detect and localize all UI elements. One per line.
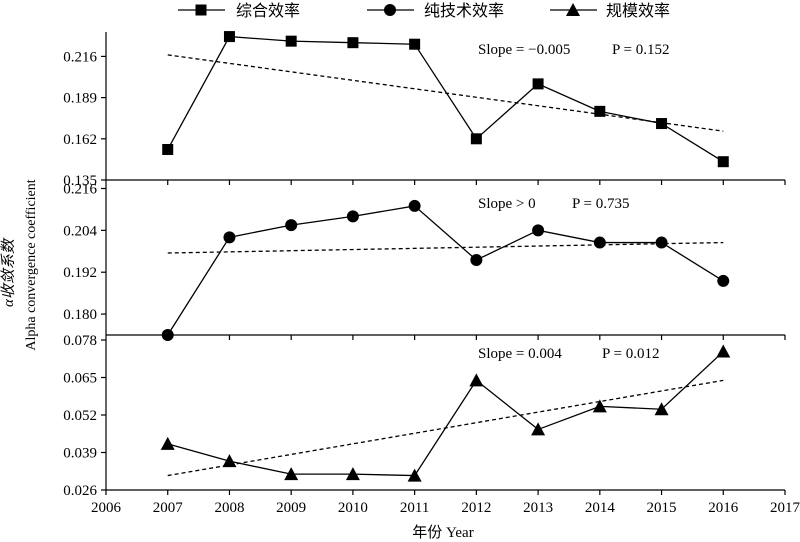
y-tick-label: 0.039 <box>63 446 97 462</box>
y-tick-label: 0.189 <box>63 91 97 107</box>
data-point <box>717 274 730 287</box>
x-tick-label: 2013 <box>523 500 553 516</box>
trend-line <box>167 241 724 254</box>
data-point <box>592 399 607 413</box>
data-point <box>345 467 360 481</box>
x-tick-label: 2011 <box>400 500 429 516</box>
data-point <box>470 133 482 145</box>
x-axis-title: 年份 Year <box>412 524 473 541</box>
y-axis-title-cn: α收敛系数 <box>0 237 17 307</box>
data-point <box>285 35 297 47</box>
circle-marker-icon <box>384 4 396 16</box>
y-tick-label: 0.078 <box>63 333 97 349</box>
data-point <box>656 118 668 130</box>
legend-label: 纯技术效率 <box>424 2 504 20</box>
x-tick-label: 2007 <box>153 500 184 516</box>
p-value-annotation: P = 0.735 <box>572 196 630 212</box>
legend-label: 规模效率 <box>606 2 670 20</box>
y-tick-label: 0.135 <box>63 173 97 189</box>
data-point <box>222 454 237 468</box>
series-line <box>167 351 724 477</box>
legend-item-pure-technical: 纯技术效率 <box>367 2 504 20</box>
legend: 综合效率 纯技术效率 规模效率 <box>178 2 670 20</box>
p-value-annotation: P = 0.012 <box>602 346 660 362</box>
slope-annotation: Slope = 0.004 <box>478 346 562 362</box>
data-point <box>469 373 484 387</box>
y-tick-label: 0.052 <box>63 408 97 424</box>
x-tick-label: 2016 <box>708 500 739 516</box>
data-point <box>162 143 174 155</box>
data-point <box>347 37 359 49</box>
data-point <box>408 199 421 212</box>
data-point <box>284 467 299 481</box>
series-line <box>167 35 724 163</box>
x-tick-label: 2017 <box>770 500 800 516</box>
x-tick-label: 2008 <box>214 500 244 516</box>
x-axis: 2006 2007 2008 2009 2010 2011 2012 2013 2014 2015… <box>91 500 800 516</box>
data-point <box>223 231 236 244</box>
data-point <box>532 224 545 237</box>
panel-pure-technical-efficiency: 0.180 0.192 0.204 0.216 Slope > 0 P = 0.735 <box>63 181 786 341</box>
series-line <box>167 205 724 336</box>
data-point <box>655 236 668 249</box>
data-point <box>285 219 298 232</box>
legend-item-composite: 综合效率 <box>178 2 300 20</box>
y-axis-title-en: Alpha convergence coefficient <box>24 179 39 350</box>
data-point <box>593 236 606 249</box>
y-tick-label: 0.192 <box>63 265 97 281</box>
data-point <box>409 38 421 50</box>
x-tick-label: 2015 <box>647 500 677 516</box>
slope-annotation: Slope > 0 <box>478 196 536 212</box>
legend-item-scale: 规模效率 <box>550 2 670 20</box>
legend-label: 综合效率 <box>236 2 300 20</box>
x-tick-label: 2010 <box>338 500 368 516</box>
trend-line <box>167 54 724 132</box>
y-tick-label: 0.180 <box>63 307 97 323</box>
slope-annotation: Slope = −0.005 <box>478 42 570 58</box>
data-point <box>407 468 422 482</box>
data-point <box>161 329 174 341</box>
y-tick-label: 0.026 <box>63 483 97 499</box>
triangle-marker-icon <box>566 3 580 16</box>
y-tick-label: 0.065 <box>63 371 97 387</box>
p-value-annotation: P = 0.152 <box>612 42 670 58</box>
x-tick-label: 2012 <box>461 500 491 516</box>
data-point <box>594 105 606 117</box>
data-point <box>716 344 731 358</box>
data-point <box>531 422 546 436</box>
y-tick-label: 0.216 <box>63 49 97 65</box>
panel-composite-efficiency: 0.135 0.162 0.189 0.216 Slope = −0.005 P = 0.… <box>63 31 786 189</box>
y-tick-label: 0.204 <box>63 223 97 239</box>
data-point <box>470 254 483 266</box>
data-point <box>160 436 175 450</box>
x-tick-label: 2009 <box>276 500 306 516</box>
data-point <box>346 210 359 223</box>
y-tick-label: 0.162 <box>63 132 97 148</box>
data-point <box>654 402 669 416</box>
x-tick-label: 2006 <box>91 500 122 516</box>
panel-scale-efficiency: 0.026 0.039 0.052 0.065 0.078 Slope = 0.004 P … <box>63 333 786 499</box>
x-tick-label: 2014 <box>585 500 616 516</box>
y-tick-label: 0.216 <box>63 181 97 197</box>
data-point <box>532 78 544 90</box>
data-point <box>223 31 235 43</box>
data-point <box>717 156 729 168</box>
square-marker-icon <box>195 4 207 16</box>
